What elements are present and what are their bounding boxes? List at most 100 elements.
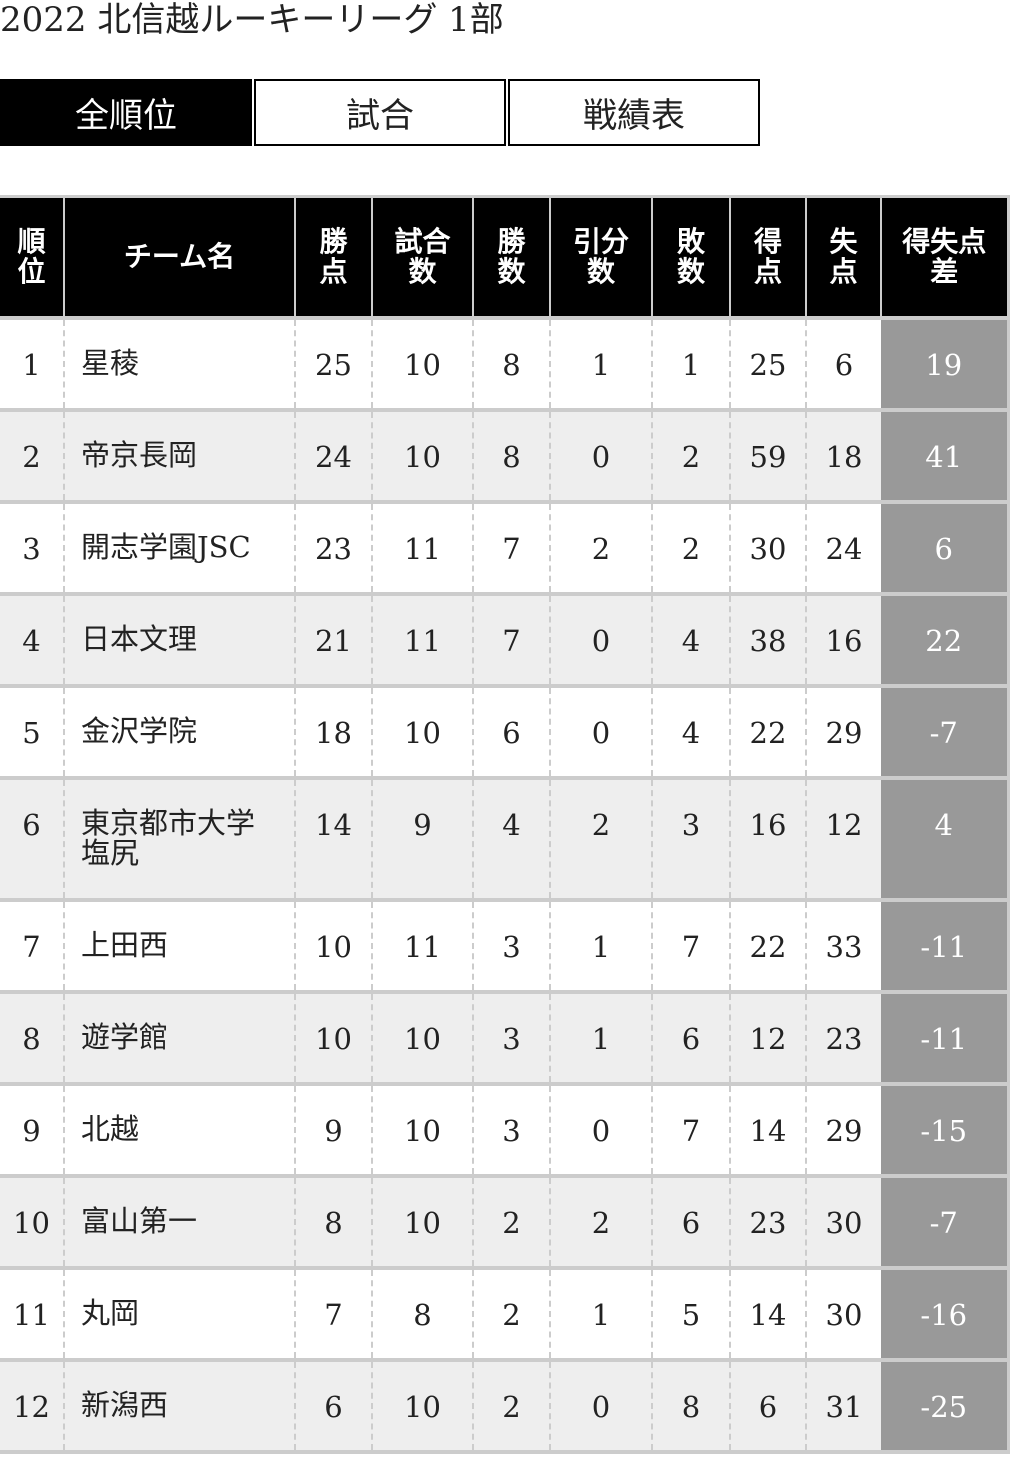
cell-team-name: 遊学館 [63,992,295,1086]
cell-wins: 7 [472,594,550,688]
cell-points: 9 [294,1084,372,1178]
cell-team-name: 帝京長岡 [63,410,295,504]
cell-games: 10 [371,992,473,1086]
table-row: 2 帝京長岡 24 10 8 0 2 59 18 41 [0,410,1010,504]
cell-goals-for: 22 [729,686,806,780]
cell-team-name: 新潟西 [63,1360,295,1454]
cell-draws: 1 [549,1268,652,1362]
cell-goals-against: 18 [805,410,881,504]
tab-results-table[interactable]: 戦績表 [508,79,760,146]
cell-losses: 6 [651,992,730,1086]
page-title: 2022 北信越ルーキーリーグ 1部 [0,0,504,40]
cell-goals-for: 14 [729,1268,806,1362]
cell-games: 10 [371,1176,473,1270]
cell-losses: 7 [651,1084,730,1178]
cell-wins: 4 [472,778,550,902]
cell-losses: 2 [651,410,730,504]
cell-draws: 0 [549,594,652,688]
cell-team-name: 金沢学院 [63,686,295,780]
tab-matches[interactable]: 試合 [254,79,506,146]
cell-wins: 8 [472,410,550,504]
cell-games: 10 [371,1360,473,1454]
cell-draws: 2 [549,1176,652,1270]
cell-points: 8 [294,1176,372,1270]
cell-losses: 1 [651,318,730,412]
cell-games: 11 [371,900,473,994]
cell-goal-difference: -15 [881,1084,1010,1178]
cell-rank: 11 [0,1268,64,1362]
cell-wins: 7 [472,502,550,596]
cell-rank: 8 [0,992,64,1086]
cell-goals-for: 22 [729,900,806,994]
cell-rank: 7 [0,900,64,994]
cell-draws: 0 [549,686,652,780]
cell-points: 18 [294,686,372,780]
cell-points: 14 [294,778,372,902]
cell-points: 25 [294,318,372,412]
cell-goal-difference: 22 [881,594,1010,688]
cell-games: 8 [371,1268,473,1362]
cell-games: 9 [371,778,473,902]
cell-goal-difference: -25 [881,1360,1010,1454]
cell-goals-for: 38 [729,594,806,688]
cell-goals-for: 59 [729,410,806,504]
cell-losses: 7 [651,900,730,994]
cell-team-name: 星稜 [63,318,295,412]
cell-goals-for: 14 [729,1084,806,1178]
cell-goals-against: 23 [805,992,881,1086]
cell-losses: 6 [651,1176,730,1270]
cell-rank: 9 [0,1084,64,1178]
cell-points: 7 [294,1268,372,1362]
header-games: 試合数 [372,195,474,320]
cell-goals-for: 23 [729,1176,806,1270]
cell-goal-difference: -16 [881,1268,1010,1362]
cell-rank: 4 [0,594,64,688]
tab-all-standings[interactable]: 全順位 [0,79,252,146]
table-row: 5 金沢学院 18 10 6 0 4 22 29 -7 [0,686,1010,780]
cell-rank: 3 [0,502,64,596]
cell-goals-for: 25 [729,318,806,412]
header-team-name: チーム名 [64,195,296,320]
cell-goal-difference: 4 [881,778,1010,902]
cell-points: 23 [294,502,372,596]
cell-goal-difference: -11 [881,992,1010,1086]
cell-games: 10 [371,686,473,780]
cell-draws: 1 [549,992,652,1086]
table-row: 9 北越 9 10 3 0 7 14 29 -15 [0,1084,1010,1178]
cell-wins: 6 [472,686,550,780]
cell-wins: 2 [472,1268,550,1362]
cell-wins: 3 [472,1084,550,1178]
cell-goal-difference: -7 [881,1176,1010,1270]
cell-goals-against: 30 [805,1176,881,1270]
cell-draws: 1 [549,318,652,412]
cell-draws: 0 [549,1360,652,1454]
cell-goal-difference: 6 [881,502,1010,596]
cell-wins: 8 [472,318,550,412]
cell-wins: 2 [472,1360,550,1454]
cell-goal-difference: 41 [881,410,1010,504]
cell-rank: 5 [0,686,64,780]
cell-games: 10 [371,1084,473,1178]
cell-losses: 4 [651,594,730,688]
cell-rank: 1 [0,318,64,412]
table-row: 3 開志学園JSC 23 11 7 2 2 30 24 6 [0,502,1010,596]
header-rank: 順位 [0,195,65,320]
cell-draws: 0 [549,410,652,504]
cell-points: 10 [294,992,372,1086]
table-row: 11 丸岡 7 8 2 1 5 14 30 -16 [0,1268,1010,1362]
cell-team-name: 丸岡 [63,1268,295,1362]
cell-points: 6 [294,1360,372,1454]
table-row: 1 星稜 25 10 8 1 1 25 6 19 [0,318,1010,412]
cell-goals-against: 30 [805,1268,881,1362]
table-row: 7 上田西 10 11 3 1 7 22 33 -11 [0,900,1010,994]
cell-goals-against: 29 [805,1084,881,1178]
header-draws: 引分数 [550,195,653,320]
header-points: 勝点 [295,195,373,320]
cell-losses: 2 [651,502,730,596]
cell-goals-for: 6 [729,1360,806,1454]
header-goals-against: 失点 [806,195,882,320]
header-losses: 敗数 [652,195,731,320]
cell-draws: 2 [549,502,652,596]
cell-rank: 12 [0,1360,64,1454]
cell-wins: 3 [472,992,550,1086]
